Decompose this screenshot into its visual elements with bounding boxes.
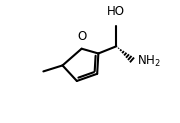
Text: NH$_2$: NH$_2$ (137, 54, 160, 69)
Text: HO: HO (107, 5, 125, 18)
Text: O: O (77, 30, 86, 43)
